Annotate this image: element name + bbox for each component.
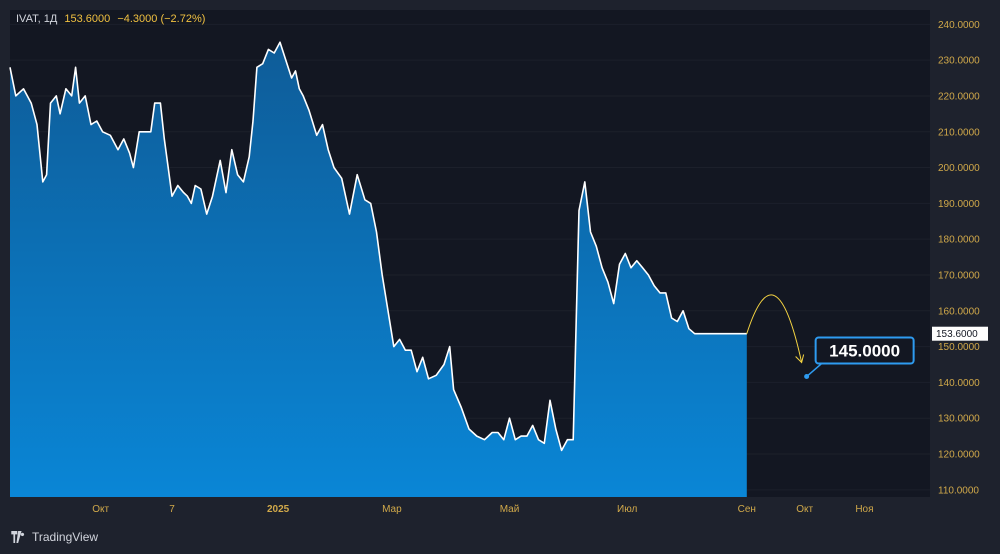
last-price-text: 153.6000 bbox=[936, 329, 978, 340]
time-axis[interactable]: Окт 7 2025 Мар Май Июл Сен Окт Ноя bbox=[92, 504, 873, 515]
y-tick-label: 130.0000 bbox=[938, 414, 980, 425]
y-tick-label: 180.0000 bbox=[938, 235, 980, 246]
price-axis[interactable]: 110.0000 120.0000 130.0000 140.0000 150.0000… bbox=[938, 20, 980, 497]
x-tick-label: Окт bbox=[796, 504, 813, 515]
y-tick-label: 140.0000 bbox=[938, 378, 980, 389]
y-tick-label: 240.0000 bbox=[938, 20, 980, 31]
x-tick-label: Ноя bbox=[855, 504, 873, 515]
x-tick-label: Май bbox=[500, 504, 520, 515]
x-tick-label: Июл bbox=[617, 504, 637, 515]
price-line bbox=[9, 41, 747, 452]
forecast-arrow[interactable] bbox=[746, 294, 803, 363]
target-point bbox=[804, 374, 810, 380]
y-tick-label: 200.0000 bbox=[938, 163, 980, 174]
target-label[interactable]: 145.0000 bbox=[804, 336, 915, 380]
target-leader-line bbox=[806, 362, 823, 378]
forecast-arrowhead bbox=[795, 354, 805, 364]
legend-symbol: IVAT bbox=[16, 13, 38, 25]
x-tick-label: 2025 bbox=[267, 504, 290, 515]
last-price-box bbox=[932, 326, 988, 341]
y-tick-label: 170.0000 bbox=[938, 270, 980, 281]
brand-name: TradingView bbox=[32, 530, 99, 544]
y-tick-label: 210.0000 bbox=[938, 127, 980, 138]
y-tick-label: 110.0000 bbox=[938, 485, 979, 496]
x-tick-label: Окт bbox=[92, 504, 109, 515]
y-tick-label: 160.0000 bbox=[938, 306, 980, 317]
target-price-text: 145.0000 bbox=[829, 342, 900, 361]
y-tick-label: 190.0000 bbox=[938, 199, 980, 210]
y-tick-label: 220.0000 bbox=[938, 91, 980, 102]
tradingview-branding[interactable]: TradingView bbox=[10, 530, 98, 544]
tradingview-logo-icon bbox=[11, 531, 25, 543]
y-tick-label: 120.0000 bbox=[938, 450, 980, 461]
y-tick-label: 230.0000 bbox=[938, 56, 980, 67]
target-box bbox=[814, 336, 915, 365]
x-tick-label: 7 bbox=[169, 504, 175, 515]
y-tick-label: 150.0000 bbox=[938, 342, 980, 353]
legend-timeframe: 1Д bbox=[43, 13, 58, 25]
legend-change: −4.3000 (−2.72%) bbox=[117, 13, 206, 25]
legend-price: 153.6000 bbox=[64, 13, 111, 25]
symbol-legend[interactable]: IVAT, 1Д 153.6000 −4.3000 (−2.72%) bbox=[16, 13, 206, 25]
x-tick-label: Мар bbox=[382, 504, 402, 515]
price-area bbox=[10, 42, 747, 497]
last-price-marker: 153.6000 bbox=[932, 326, 988, 341]
x-tick-label: Сен bbox=[738, 504, 756, 515]
